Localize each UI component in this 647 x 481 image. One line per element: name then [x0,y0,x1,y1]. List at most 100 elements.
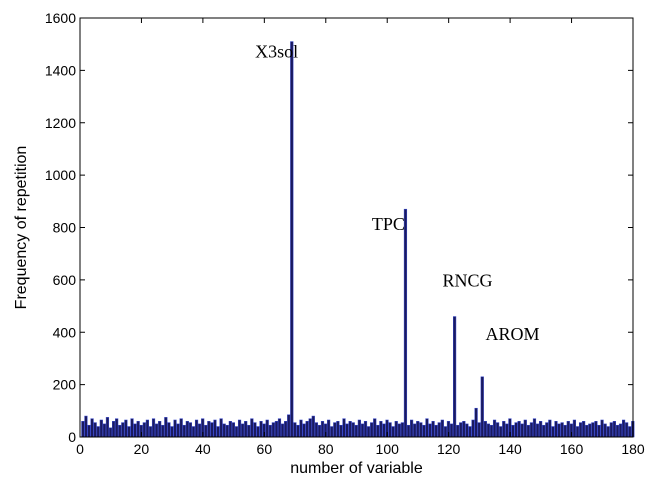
bar [557,423,561,438]
bar [280,423,285,438]
bar [560,422,564,438]
bar [136,421,140,438]
bar [198,423,202,438]
x-axis-ticks: 0 20 40 60 80 100 120 140 160 180 [76,18,645,457]
bar [591,422,595,438]
bar [124,419,128,438]
peak-annotation: TPC [372,214,405,234]
bar [320,421,325,438]
bar [348,421,352,438]
bar [566,421,570,438]
bar [551,426,555,438]
bar [81,421,85,438]
bar [376,424,380,438]
bar [523,419,527,438]
bar [345,423,349,438]
bar [572,419,577,438]
bar [265,419,269,438]
bar [499,426,503,438]
bar [277,418,282,438]
bar [182,424,186,438]
bar [204,424,208,438]
bar [259,421,263,438]
bar [529,422,534,438]
bar [308,418,312,438]
bar [483,421,487,438]
x-axis-label: number of variable [290,460,423,477]
bar [486,423,490,438]
bar [210,422,214,438]
bar [526,424,530,438]
bar [155,423,159,438]
bar [465,423,469,438]
y-tick-label: 1600 [45,10,76,26]
bar [548,419,552,438]
bar [158,421,162,438]
x-tick-label: 180 [621,441,645,457]
bar [274,421,279,438]
bar [327,419,331,438]
bar [167,422,171,438]
bar [188,422,192,438]
bar [397,423,401,438]
bar [462,421,466,438]
bar [406,424,411,438]
bar [425,418,429,438]
bar [618,423,623,438]
bar [422,424,426,438]
bar [161,424,165,438]
bar [563,424,567,438]
bar [453,316,457,438]
bar [597,424,601,438]
bar [118,424,122,438]
y-tick-label: 800 [53,220,77,236]
bar [391,426,395,438]
bar [502,421,506,438]
bar [253,422,257,438]
bar [351,422,355,438]
bar [228,421,232,438]
bar [370,422,374,438]
bar [151,418,156,438]
bar [621,419,626,438]
y-tick-label: 400 [53,324,77,340]
bar [403,208,408,438]
bar [468,426,472,438]
bar [489,424,494,438]
y-tick-label: 1200 [45,115,76,131]
bar [419,422,423,438]
bar [357,419,361,438]
bar [437,422,441,438]
bar [600,419,604,438]
bar [603,423,607,438]
bar [99,419,103,438]
bar [615,424,620,438]
bar [148,426,153,438]
bar [256,426,260,438]
bar [459,422,463,438]
bar [299,419,303,438]
bar [336,421,340,438]
bar [90,418,94,438]
bar [545,422,549,438]
bar [133,423,137,438]
bar [231,422,235,438]
bar [296,424,300,438]
bar [582,421,586,438]
bar [413,423,417,438]
bar [105,417,110,438]
bar [373,418,377,438]
bar [219,418,223,438]
bar [477,422,481,438]
bar [388,422,392,438]
bar [363,421,368,438]
plot-frame [79,17,634,438]
y-tick-label: 0 [68,429,76,445]
y-tick-label: 600 [53,272,77,288]
bar [496,422,500,438]
bar [213,419,217,438]
bar [302,423,306,438]
bar [511,424,515,438]
